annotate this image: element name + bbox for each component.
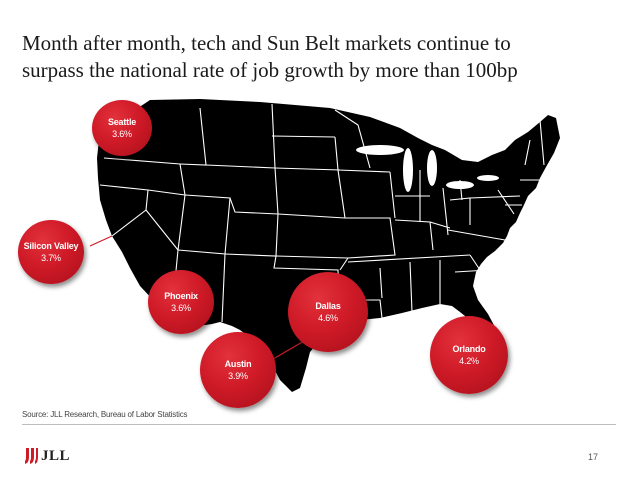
market-growth: 4.2% [459,356,479,366]
title-line-1: Month after month, tech and Sun Belt mar… [22,31,511,55]
market-growth: 3.6% [171,303,191,313]
logo-text: JLL [41,447,71,464]
state-borders [99,103,545,325]
market-bubble-dallas: Dallas 4.6% [288,272,368,352]
us-mainland-shape [97,99,560,392]
market-growth: 3.6% [112,129,132,139]
market-growth: 4.6% [318,313,338,323]
jll-logo: JLL [24,447,70,465]
market-name: Austin [224,359,252,369]
market-bubble-silicon-valley: Silicon Valley 3.7% [18,220,84,284]
jll-logo-mark-icon [25,448,38,464]
title-line-2: surpass the national rate of job growth … [22,58,518,82]
page-title: Month after month, tech and Sun Belt mar… [22,30,622,84]
market-bubble-austin: Austin 3.9% [200,332,276,408]
market-name: Orlando [452,344,486,354]
market-name: Seattle [107,117,137,127]
great-lakes [356,145,499,192]
market-name: Phoenix [164,291,198,301]
footer-divider [22,424,616,425]
market-bubble-phoenix: Phoenix 3.6% [148,270,214,334]
silicon-valley-leader-line [89,235,113,247]
market-bubble-orlando: Orlando 4.2% [430,316,508,394]
market-growth: 3.9% [228,371,248,381]
page-number: 17 [587,452,598,462]
market-name: Dallas [315,301,341,311]
source-note: Source: JLL Research, Bureau of Labor St… [22,410,188,419]
market-growth: 3.7% [41,253,61,263]
market-name: Silicon Valley [23,241,79,251]
market-bubble-seattle: Seattle 3.6% [92,100,152,156]
